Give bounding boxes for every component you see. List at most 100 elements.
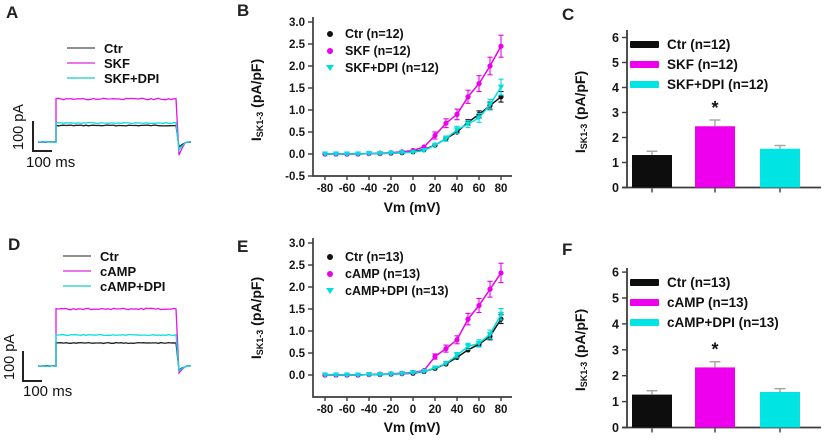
panel-letter-a: A — [6, 3, 19, 22]
traces-A — [37, 97, 192, 156]
legend-label: Ctr (n=13) — [667, 274, 731, 290]
svg-text:80: 80 — [495, 183, 508, 195]
legend-item: cAMP+DPI (n=13) — [629, 312, 779, 332]
scalebar-label-ms: 100 ms — [26, 154, 76, 171]
y-title-units: (pA/pF) — [248, 58, 264, 112]
svg-text:40: 40 — [451, 404, 464, 416]
camp-line-swatch — [62, 270, 92, 273]
svg-text:3: 3 — [612, 106, 619, 120]
x-axis-title-e: Vm (mV) — [383, 419, 441, 435]
x-axis-title-b: Vm (mV) — [383, 199, 441, 215]
svg-text:6: 6 — [612, 31, 619, 45]
panel-letter-d: D — [8, 235, 21, 254]
svg-text:80: 80 — [495, 404, 508, 416]
svg-text:20: 20 — [429, 404, 442, 416]
y-title-main: I — [572, 387, 588, 392]
bar-cAMP (n=13) — [695, 367, 735, 428]
significance-star: * — [711, 98, 718, 118]
svg-text:6: 6 — [612, 266, 619, 280]
legend-item: SKF (n=12) — [322, 42, 439, 59]
legend-item: Ctr — [62, 249, 165, 264]
panel-letter-e: E — [237, 237, 249, 256]
legend-item: SKF+DPI (n=12) — [629, 74, 768, 94]
bar-cAMP+DPI (n=13) — [760, 392, 800, 428]
legend-panel-f: Ctr (n=13) cAMP (n=13) cAMP+DPI (n=13) — [629, 272, 779, 332]
scalebar-label-ms: 100 ms — [23, 383, 73, 400]
skf-dpi-triangle-marker — [322, 64, 338, 71]
legend-label: cAMP (n=13) — [345, 266, 421, 281]
legend-label: SKF+DPI — [104, 70, 160, 86]
svg-text:20: 20 — [429, 183, 442, 195]
legend-item: SKF+DPI — [66, 71, 159, 86]
y-title-units: (pA/pF) — [248, 276, 264, 330]
svg-text:-0.5: -0.5 — [285, 171, 305, 183]
svg-text:-80: -80 — [317, 183, 334, 195]
legend-item: Ctr (n=13) — [629, 272, 779, 292]
legend-item: Ctr (n=12) — [629, 34, 768, 54]
legend-item: cAMP+DPI — [62, 279, 165, 294]
bar-plot-C: 0 1 2 3 4 5 6 * — [612, 30, 821, 195]
svg-text:3.0: 3.0 — [289, 238, 305, 250]
legend-label: Ctr (n=12) — [345, 26, 404, 41]
svg-text:1.5: 1.5 — [289, 304, 306, 316]
y-title-main: I — [572, 149, 588, 154]
series-SKF+DPI (n=12) — [321, 78, 505, 157]
y-title-units: (pA/pF) — [572, 308, 588, 362]
skf-bar-swatch — [629, 60, 659, 68]
svg-text:0.0: 0.0 — [289, 370, 305, 382]
series-Ctr (n=13) — [322, 314, 504, 378]
scalebar-horizontal — [22, 380, 42, 382]
svg-text:1: 1 — [612, 156, 619, 170]
svg-text:0: 0 — [410, 183, 416, 195]
svg-text:0.5: 0.5 — [289, 127, 306, 139]
iv-plot-E: 0.0 0.5 1.0 1.5 2.0 2.5 3.0 -80 -60 -40 -20 0 20 40 60… — [289, 238, 512, 416]
trace-SKF+DPI — [37, 121, 192, 152]
panel-letter-f: F — [562, 240, 573, 259]
svg-text:4: 4 — [612, 81, 619, 95]
svg-text:5: 5 — [612, 292, 619, 306]
svg-text:0: 0 — [410, 404, 416, 416]
y-axis-title-f: ISK1-3 (pA/pF) — [572, 275, 589, 425]
svg-text:1.5: 1.5 — [289, 83, 306, 95]
series-cAMP+DPI (n=13) — [321, 308, 505, 378]
legend-label: cAMP — [100, 263, 137, 279]
legend-label: SKF (n=12) — [345, 43, 411, 58]
legend-label: SKF (n=12) — [667, 56, 738, 72]
y-title-subscript: SK1-3 — [255, 329, 265, 356]
scalebar-horizontal — [32, 150, 52, 152]
bar-SKF+DPI (n=12) — [760, 148, 800, 188]
legend-label: cAMP (n=13) — [667, 294, 749, 310]
legend-item: SKF+DPI (n=12) — [322, 59, 439, 76]
svg-text:2.5: 2.5 — [289, 260, 306, 272]
trace-cAMP — [37, 307, 192, 375]
svg-text:-40: -40 — [361, 183, 378, 195]
bar-plot-F: 0 1 2 3 4 5 6 * — [612, 266, 821, 435]
significance-star: * — [711, 340, 718, 360]
scalebar-label-pa: 100 pA — [11, 104, 27, 150]
y-axis-title-e: ISK1-3 (pA/pF) — [248, 243, 265, 393]
panel-letter-c: C — [562, 5, 575, 24]
y-title-main: I — [248, 137, 264, 142]
svg-text:0: 0 — [612, 181, 619, 195]
ctr-line-swatch — [66, 47, 96, 50]
svg-text:-60: -60 — [339, 404, 356, 416]
legend-item: cAMP (n=13) — [322, 265, 449, 282]
ctr-bar-swatch — [629, 278, 659, 286]
svg-text:2.5: 2.5 — [289, 39, 306, 51]
camp-dpi-triangle-marker — [322, 287, 338, 294]
legend-label: Ctr — [100, 248, 119, 264]
legend-label: SKF+DPI (n=12) — [345, 60, 439, 75]
scalebar-vertical — [22, 351, 24, 382]
trace-Ctr — [37, 341, 192, 372]
y-title-subscript: SK1-3 — [579, 361, 589, 388]
svg-text:3: 3 — [612, 343, 619, 357]
trace-Ctr — [37, 124, 191, 149]
y-axis-title-b: ISK1-3 (pA/pF) — [248, 25, 265, 175]
svg-text:2.0: 2.0 — [289, 282, 305, 294]
y-title-main: I — [248, 355, 264, 360]
bar-Ctr (n=13) — [632, 394, 672, 428]
legend-item: Ctr (n=13) — [322, 248, 449, 265]
svg-text:5: 5 — [612, 56, 619, 70]
skf-dpi-bar-swatch — [629, 80, 659, 88]
